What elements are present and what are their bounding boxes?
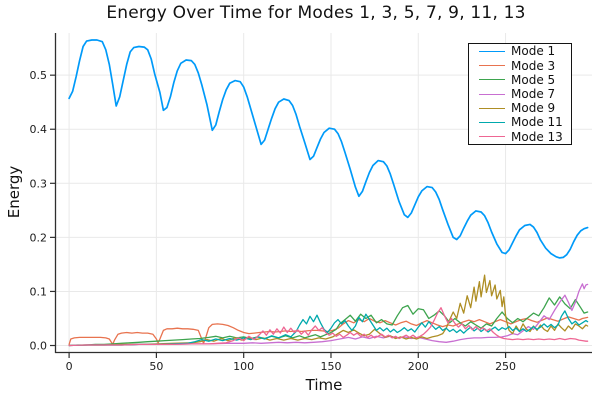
series-line-mode-1 <box>68 39 589 259</box>
legend-item-mode-5: Mode 5 <box>479 73 571 87</box>
series-line-mode-5 <box>68 296 589 347</box>
y-tick-label: 0.0 <box>30 340 48 353</box>
legend-item-mode-13: Mode 13 <box>479 129 571 143</box>
legend-line-swatch <box>479 65 505 67</box>
legend-label: Mode 13 <box>511 129 563 144</box>
legend-item-mode-1: Mode 1 <box>479 44 571 58</box>
legend-line-swatch <box>479 107 505 109</box>
x-tick-label: 100 <box>233 360 254 373</box>
legend-item-mode-7: Mode 7 <box>479 87 571 101</box>
y-tick-label: 0.1 <box>30 285 48 298</box>
legend-line-swatch <box>479 121 505 123</box>
legend-item-mode-3: Mode 3 <box>479 59 571 73</box>
legend-line-swatch <box>479 136 505 138</box>
y-tick-label: 0.3 <box>30 177 48 190</box>
series-line-mode-7 <box>68 283 589 347</box>
legend: Mode 1 Mode 3 Mode 5 Mode 7 Mode 9 Mode 11 Mod… <box>468 43 572 145</box>
y-axis-label: Energy <box>5 165 23 219</box>
x-tick-label: 50 <box>149 360 163 373</box>
legend-label: Mode 9 <box>511 101 556 116</box>
legend-label: Mode 1 <box>511 44 556 59</box>
legend-line-swatch <box>479 79 505 81</box>
legend-line-swatch <box>479 50 505 52</box>
legend-label: Mode 3 <box>511 58 556 73</box>
y-tick-label: 0.2 <box>30 231 48 244</box>
y-tick-label: 0.4 <box>30 123 48 136</box>
x-tick-label: 200 <box>408 360 429 373</box>
series-line-mode-13 <box>68 307 589 347</box>
x-tick-label: 250 <box>495 360 516 373</box>
chart-title: Energy Over Time for Modes 1, 3, 5, 7, 9… <box>106 3 526 23</box>
legend-label: Mode 5 <box>511 72 556 87</box>
y-tick-label: 0.5 <box>30 69 48 82</box>
legend-label: Mode 7 <box>511 87 556 101</box>
legend-item-mode-11: Mode 11 <box>479 115 571 129</box>
series-line-mode-11 <box>68 310 589 347</box>
x-axis-label: Time <box>305 376 343 394</box>
series-line-mode-3 <box>68 316 589 346</box>
x-tick-label: 0 <box>66 360 73 373</box>
legend-line-swatch <box>479 93 505 95</box>
legend-label: Mode 11 <box>511 115 563 130</box>
x-tick-label: 150 <box>320 360 341 373</box>
legend-item-mode-9: Mode 9 <box>479 101 571 115</box>
